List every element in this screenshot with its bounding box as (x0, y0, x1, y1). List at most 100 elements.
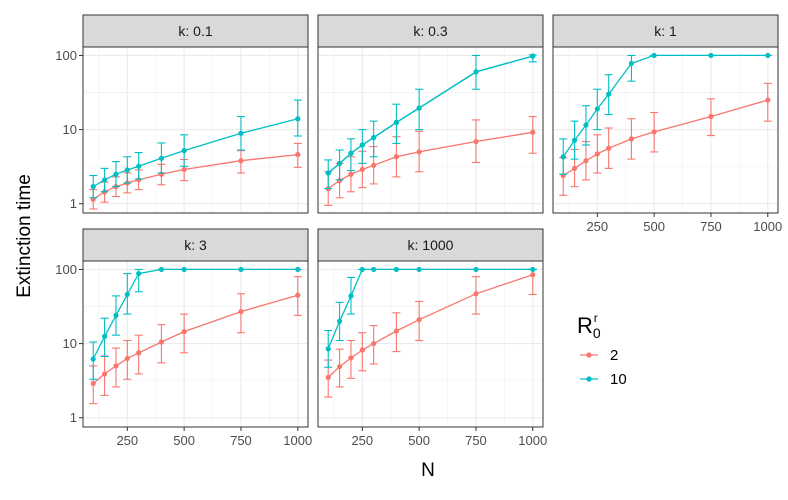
data-point (765, 97, 771, 103)
data-point (594, 151, 600, 157)
series (324, 266, 537, 368)
series (89, 99, 302, 199)
legend-title: R0r (577, 311, 601, 341)
data-point (371, 162, 377, 168)
data-point (416, 105, 422, 111)
facet-strip-label: k: 1 (654, 23, 677, 39)
data-point (136, 350, 142, 356)
facet-panel: k: 1 250 500 750 1000 (552, 14, 782, 234)
data-point (113, 363, 119, 369)
x-tick-label: 500 (408, 433, 430, 448)
data-point (371, 134, 377, 141)
data-point (336, 363, 343, 370)
facet-strip (82, 14, 309, 48)
data-point (473, 69, 479, 75)
data-point (473, 266, 479, 273)
data-point (628, 136, 635, 142)
data-point (416, 149, 422, 155)
legend-title-main: R (577, 313, 593, 338)
data-point (238, 309, 244, 315)
data-point (416, 266, 422, 273)
data-point (158, 339, 165, 345)
x-tick-label: 250 (586, 219, 608, 234)
legend-title-sub: 0 (593, 325, 601, 341)
x-tick-label: 500 (173, 433, 195, 448)
data-point (765, 52, 771, 59)
data-point (393, 266, 400, 273)
series (89, 276, 302, 405)
data-point (606, 145, 612, 151)
data-point (651, 129, 657, 135)
data-point (336, 318, 343, 324)
x-tick-label: 750 (230, 433, 252, 448)
data-point (295, 292, 301, 298)
data-point (124, 291, 130, 298)
data-point (101, 177, 108, 183)
data-point (90, 184, 96, 190)
facet-strip-label: k: 0.1 (178, 23, 212, 39)
data-point (359, 347, 365, 353)
error-bar (627, 54, 636, 82)
series (89, 266, 302, 380)
y-tick-label: 10 (63, 122, 77, 137)
facet-strip-label: k: 0.3 (413, 23, 447, 39)
data-point (708, 52, 714, 59)
data-point (583, 158, 589, 164)
data-point (560, 154, 566, 160)
data-point (530, 272, 536, 278)
x-tick-label: 750 (465, 433, 487, 448)
data-point (124, 355, 130, 362)
facet-panel: k: 1000 250 500 750 1000 (317, 228, 547, 448)
data-point (325, 346, 331, 352)
series (559, 52, 772, 175)
facet-strip-label: k: 1000 (408, 237, 454, 253)
facet-panel: k: 0.3 (317, 14, 544, 214)
facet-panel: k: 3 1 10 100 250 500 750 1000 (55, 228, 312, 448)
facet-panel: k: 0.1 1 10 100 (55, 14, 309, 214)
data-point (158, 155, 165, 161)
x-tick-label: 250 (116, 433, 138, 448)
data-point (238, 266, 244, 273)
data-point (371, 340, 377, 347)
y-tick-label: 1 (70, 410, 77, 425)
legend-entry: 10 (580, 371, 627, 388)
legend-title-sup: r (594, 311, 598, 325)
data-point (113, 312, 119, 319)
data-point (530, 53, 536, 59)
data-point (136, 163, 142, 169)
data-point (181, 148, 187, 154)
legend-key-point (586, 376, 592, 382)
legend-entry: 2 (580, 347, 618, 364)
y-tick-label: 100 (55, 48, 77, 63)
data-point (393, 328, 400, 334)
facet-strip (317, 14, 544, 48)
data-point (181, 266, 187, 273)
data-point (90, 356, 96, 362)
data-point (336, 160, 343, 166)
data-point (348, 171, 354, 177)
data-point (101, 333, 108, 340)
y-axis-title: Extinction time (14, 174, 35, 298)
data-point (473, 138, 479, 145)
legend-key-point (586, 352, 592, 358)
data-point (238, 130, 244, 136)
error-bar (528, 115, 537, 154)
data-point (530, 129, 536, 135)
data-point (181, 329, 187, 335)
data-point (371, 266, 377, 273)
data-point (708, 113, 714, 120)
x-tick-label: 1000 (283, 433, 312, 448)
series (559, 82, 772, 196)
data-point (136, 270, 142, 277)
data-point (359, 142, 365, 148)
y-tick-label: 100 (55, 262, 77, 277)
series (324, 268, 537, 398)
data-point (606, 91, 612, 97)
data-point (571, 165, 578, 171)
legend-label: 2 (610, 347, 618, 364)
data-point (113, 171, 119, 177)
data-point (295, 116, 301, 122)
x-tick-label: 250 (351, 433, 373, 448)
